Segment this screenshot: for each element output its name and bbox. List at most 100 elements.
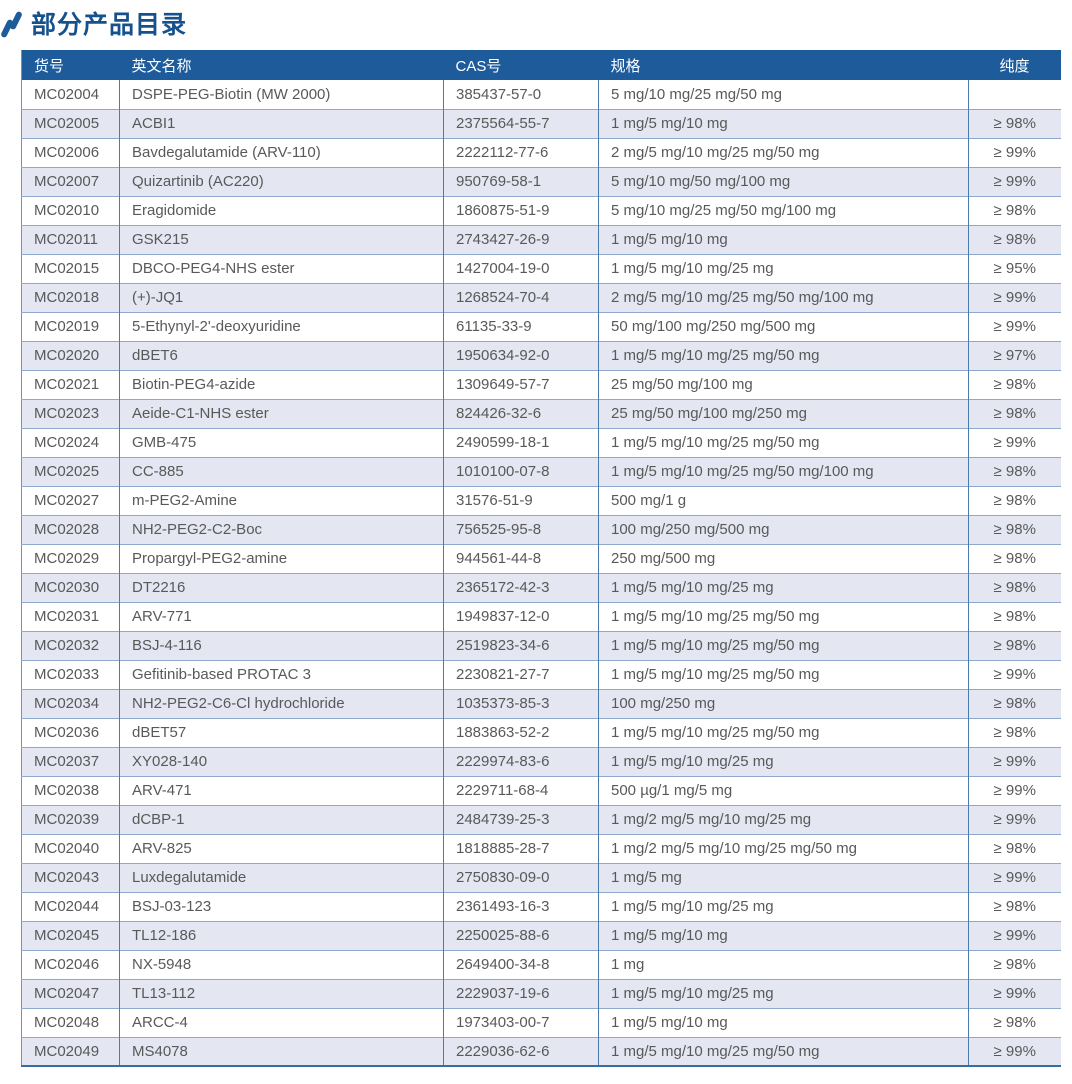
item-no-cell: MC02033	[21, 659, 120, 689]
item-no-cell: MC02024	[21, 427, 120, 457]
purity-cell: ≥ 98%	[968, 833, 1061, 863]
purity-cell: ≥ 99%	[968, 746, 1061, 776]
english-name-cell: BSJ-4-116	[119, 630, 444, 660]
table-row: MC02032 BSJ-4-116 2519823-34-6 1 mg/5 mg…	[21, 630, 1061, 660]
cas-number-cell: 1268524-70-4	[443, 282, 599, 312]
page-title-row: 部分产品目录	[0, 8, 1072, 42]
table-row: MC02034 NH2-PEG2-C6-Cl hydrochloride 103…	[21, 688, 1061, 718]
purity-cell: ≥ 99%	[968, 775, 1061, 805]
item-no-cell: MC02040	[21, 833, 120, 863]
spec-cell: 100 mg/250 mg	[598, 688, 969, 718]
english-name-cell: Biotin-PEG4-azide	[119, 369, 444, 399]
purity-cell: ≥ 99%	[968, 920, 1061, 950]
table-row: MC02044 BSJ-03-123 2361493-16-3 1 mg/5 m…	[21, 891, 1061, 921]
item-no-cell: MC02045	[21, 920, 120, 950]
english-name-cell: dBET6	[119, 340, 444, 370]
table-row: MC02006 Bavdegalutamide (ARV-110) 222211…	[21, 137, 1061, 167]
spec-cell: 1 mg/5 mg/10 mg/25 mg/50 mg	[598, 601, 969, 631]
cas-number-cell: 1860875-51-9	[443, 195, 599, 225]
item-no-cell: MC02004	[21, 80, 120, 109]
cas-number-cell: 2490599-18-1	[443, 427, 599, 457]
spec-cell: 1 mg/5 mg/10 mg	[598, 1007, 969, 1037]
spec-cell: 500 mg/1 g	[598, 485, 969, 515]
item-no-cell: MC02015	[21, 253, 120, 283]
english-name-cell: Eragidomide	[119, 195, 444, 225]
item-no-cell: MC02049	[21, 1036, 120, 1067]
purity-cell: ≥ 98%	[968, 398, 1061, 428]
item-no-cell: MC02007	[21, 166, 120, 196]
table-row: MC02025 CC-885 1010100-07-8 1 mg/5 mg/10…	[21, 456, 1061, 486]
spec-cell: 1 mg/5 mg/10 mg	[598, 224, 969, 254]
purity-cell: ≥ 99%	[968, 978, 1061, 1008]
cas-number-cell: 2750830-09-0	[443, 862, 599, 892]
table-row: MC02027 m-PEG2-Amine 31576-51-9 500 mg/1…	[21, 485, 1061, 515]
item-no-cell: MC02029	[21, 543, 120, 573]
english-name-cell: m-PEG2-Amine	[119, 485, 444, 515]
item-no-cell: MC02031	[21, 601, 120, 631]
purity-cell: ≥ 98%	[968, 485, 1061, 515]
item-no-cell: MC02005	[21, 108, 120, 138]
table-row: MC02005 ACBI1 2375564-55-7 1 mg/5 mg/10 …	[21, 108, 1061, 138]
english-name-cell: ARCC-4	[119, 1007, 444, 1037]
cas-number-cell: 950769-58-1	[443, 166, 599, 196]
table-row: MC02043 Luxdegalutamide 2750830-09-0 1 m…	[21, 862, 1061, 892]
cas-number-cell: 824426-32-6	[443, 398, 599, 428]
table-header-row: 货号 英文名称 CAS号 规格 纯度	[21, 50, 1061, 80]
cas-number-cell: 2649400-34-8	[443, 949, 599, 979]
table-row: MC02021 Biotin-PEG4-azide 1309649-57-7 2…	[21, 369, 1061, 399]
english-name-cell: DBCO-PEG4-NHS ester	[119, 253, 444, 283]
english-name-cell: ACBI1	[119, 108, 444, 138]
english-name-cell: ARV-771	[119, 601, 444, 631]
cas-number-cell: 385437-57-0	[443, 80, 599, 109]
cas-number-cell: 2361493-16-3	[443, 891, 599, 921]
purity-cell: ≥ 98%	[968, 514, 1061, 544]
spec-cell: 50 mg/100 mg/250 mg/500 mg	[598, 311, 969, 341]
spec-cell: 25 mg/50 mg/100 mg/250 mg	[598, 398, 969, 428]
table-row: MC02010 Eragidomide 1860875-51-9 5 mg/10…	[21, 195, 1061, 225]
purity-cell: ≥ 99%	[968, 1036, 1061, 1067]
item-no-cell: MC02021	[21, 369, 120, 399]
purity-cell: ≥ 98%	[968, 456, 1061, 486]
cas-number-cell: 1950634-92-0	[443, 340, 599, 370]
column-header-name: 英文名称	[119, 50, 444, 80]
english-name-cell: DSPE-PEG-Biotin (MW 2000)	[119, 80, 444, 109]
item-no-cell: MC02027	[21, 485, 120, 515]
cas-number-cell: 2375564-55-7	[443, 108, 599, 138]
cas-number-cell: 61135-33-9	[443, 311, 599, 341]
table-row: MC02049 MS4078 2229036-62-6 1 mg/5 mg/10…	[21, 1036, 1061, 1067]
purity-cell: ≥ 99%	[968, 862, 1061, 892]
spec-cell: 1 mg/2 mg/5 mg/10 mg/25 mg	[598, 804, 969, 834]
table-row: MC02007 Quizartinib (AC220) 950769-58-1 …	[21, 166, 1061, 196]
cas-number-cell: 2250025-88-6	[443, 920, 599, 950]
table-row: MC02004 DSPE-PEG-Biotin (MW 2000) 385437…	[21, 80, 1061, 109]
table-row: MC02028 NH2-PEG2-C2-Boc 756525-95-8 100 …	[21, 514, 1061, 544]
table-row: MC02047 TL13-112 2229037-19-6 1 mg/5 mg/…	[21, 978, 1061, 1008]
english-name-cell: NX-5948	[119, 949, 444, 979]
column-header-spec: 规格	[598, 50, 969, 80]
cas-number-cell: 2229974-83-6	[443, 746, 599, 776]
item-no-cell: MC02030	[21, 572, 120, 602]
cas-number-cell: 944561-44-8	[443, 543, 599, 573]
item-no-cell: MC02006	[21, 137, 120, 167]
cas-number-cell: 2743427-26-9	[443, 224, 599, 254]
english-name-cell: XY028-140	[119, 746, 444, 776]
english-name-cell: ARV-825	[119, 833, 444, 863]
purity-cell: ≥ 99%	[968, 282, 1061, 312]
column-header-purity: 纯度	[968, 50, 1061, 80]
purity-cell: ≥ 98%	[968, 108, 1061, 138]
spec-cell: 1 mg/5 mg/10 mg/25 mg	[598, 891, 969, 921]
english-name-cell: CC-885	[119, 456, 444, 486]
spec-cell: 250 mg/500 mg	[598, 543, 969, 573]
purity-cell: ≥ 98%	[968, 630, 1061, 660]
cas-number-cell: 1949837-12-0	[443, 601, 599, 631]
spec-cell: 1 mg/5 mg/10 mg/25 mg/50 mg/100 mg	[598, 456, 969, 486]
english-name-cell: dCBP-1	[119, 804, 444, 834]
item-no-cell: MC02046	[21, 949, 120, 979]
english-name-cell: DT2216	[119, 572, 444, 602]
item-no-cell: MC02034	[21, 688, 120, 718]
item-no-cell: MC02043	[21, 862, 120, 892]
purity-cell: ≥ 99%	[968, 166, 1061, 196]
spec-cell: 5 mg/10 mg/50 mg/100 mg	[598, 166, 969, 196]
spec-cell: 1 mg/5 mg/10 mg/25 mg/50 mg	[598, 1036, 969, 1067]
english-name-cell: dBET57	[119, 717, 444, 747]
